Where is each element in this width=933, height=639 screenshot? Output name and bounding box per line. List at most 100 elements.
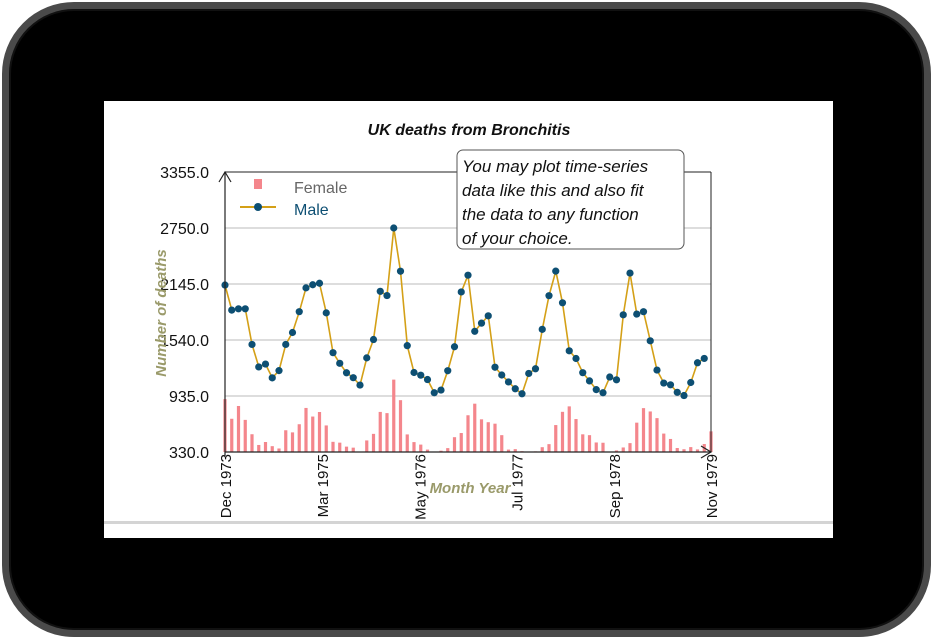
- female-bar: [635, 422, 639, 452]
- x-axis-label: Month Year: [430, 480, 512, 497]
- female-bar: [243, 419, 247, 452]
- chart-title: UK deaths from Bronchitis: [368, 122, 571, 139]
- male-point: [329, 349, 337, 357]
- male-point: [525, 369, 533, 378]
- y-tick-label: 3355.0: [160, 165, 209, 182]
- male-point: [241, 305, 249, 313]
- female-bar: [466, 415, 470, 452]
- male-point: [417, 371, 425, 379]
- male-point: [336, 359, 344, 367]
- male-point: [464, 271, 472, 279]
- male-point: [315, 279, 324, 287]
- male-point: [612, 376, 621, 384]
- male-point: [423, 375, 432, 384]
- male-point: [457, 288, 465, 296]
- female-bar: [479, 419, 484, 452]
- female-bar: [506, 449, 511, 452]
- female-bar: [392, 379, 396, 452]
- male-point: [504, 378, 513, 386]
- male-point: [228, 306, 236, 314]
- male-point: [234, 305, 243, 313]
- female-bar: [405, 434, 409, 452]
- male-point: [538, 325, 546, 333]
- chart-screen: 330.0 935.0 1540.0 2145.0 2750.0 3355.0 Dec 1…: [104, 101, 833, 538]
- male-point: [673, 388, 681, 396]
- male-point: [356, 381, 364, 389]
- annotation-line-3: the data to any function: [462, 205, 639, 224]
- male-point: [275, 367, 283, 375]
- legend-female-label: Female: [294, 180, 347, 197]
- annotation-line-1: You may plot time-series: [462, 157, 649, 176]
- female-bar: [270, 446, 274, 452]
- y-tick-label: 935.0: [169, 389, 209, 406]
- annotation-frame: [456, 149, 685, 250]
- female-bar: [311, 416, 315, 452]
- female-bar: [682, 449, 686, 452]
- male-point: [444, 367, 452, 375]
- bottom-divider: [104, 521, 833, 524]
- male-line: [224, 227, 705, 397]
- female-bar: [398, 400, 403, 452]
- female-bar: [567, 406, 571, 452]
- female-bar: [257, 444, 261, 452]
- legend-male-label: Male: [294, 202, 329, 219]
- female-bar: [230, 418, 234, 452]
- male-point: [606, 373, 614, 381]
- female-bar: [668, 438, 673, 452]
- female-bar: [493, 423, 497, 452]
- female-bar: [594, 442, 598, 452]
- x-tick-label: Mar 1975: [315, 454, 332, 517]
- male-point: [268, 374, 276, 382]
- male-point: [363, 354, 371, 362]
- male-point: [369, 335, 378, 344]
- female-bar: [365, 440, 369, 452]
- female-bar: [547, 444, 551, 452]
- y-tick-label: 2145.0: [160, 277, 209, 294]
- annotation-box: You may plot time-series data like this …: [456, 149, 685, 250]
- male-point: [295, 308, 303, 316]
- legend-male-marker: [254, 203, 262, 211]
- female-bar: [486, 422, 490, 452]
- male-point: [349, 374, 357, 382]
- female-bar: [419, 444, 423, 452]
- female-bar: [473, 403, 477, 452]
- female-bar: [452, 437, 457, 452]
- female-bar: [614, 450, 619, 452]
- female-bar: [655, 418, 659, 452]
- male-point: [255, 363, 263, 371]
- x-tick-label: Sep 1978: [607, 454, 624, 518]
- male-point: [653, 366, 661, 374]
- male-point: [565, 347, 573, 355]
- annotation-line-2: data like this and also fit: [462, 181, 645, 200]
- y-tick-label: 1540.0: [160, 333, 209, 350]
- legend: Female Male: [240, 179, 347, 219]
- female-bar: [513, 449, 517, 452]
- male-point: [646, 337, 654, 345]
- female-bar: [648, 411, 652, 452]
- female-bar: [641, 408, 646, 452]
- male-point: [619, 311, 627, 319]
- y-tick-label: 2750.0: [160, 221, 209, 238]
- female-bar: [540, 447, 544, 452]
- male-point: [288, 328, 297, 337]
- female-bar: [425, 449, 430, 452]
- male-point: [342, 369, 351, 377]
- legend-female-swatch: [254, 179, 262, 189]
- male-point: [261, 360, 270, 368]
- male-point: [450, 343, 459, 351]
- male-point: [511, 385, 519, 393]
- male-point: [396, 267, 405, 275]
- female-bar: [378, 411, 382, 452]
- male-point: [687, 378, 695, 387]
- male-point: [437, 386, 445, 394]
- male-point: [309, 281, 317, 289]
- female-bar: [344, 446, 349, 452]
- female-bar: [500, 435, 504, 452]
- male-point: [282, 340, 290, 349]
- female-bar: [277, 448, 281, 452]
- female-bar: [554, 425, 558, 452]
- male-point: [633, 310, 641, 318]
- female-bar: [236, 405, 241, 452]
- female-bar: [446, 448, 450, 452]
- female-bar: [351, 447, 355, 452]
